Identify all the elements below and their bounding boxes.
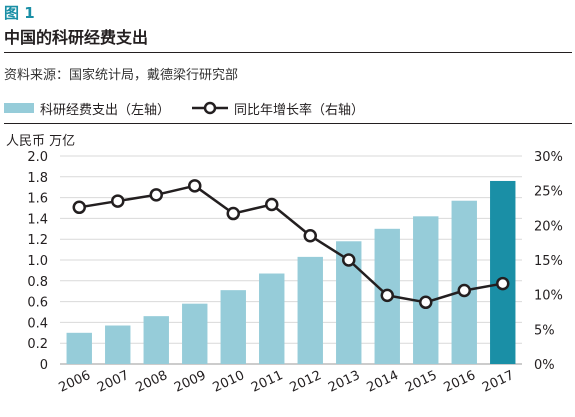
y2-tick-label: 20% — [534, 219, 563, 234]
y2-tick-label: 25% — [534, 185, 563, 200]
x-tick-label: 2006 — [57, 368, 93, 396]
y-tick-label: 1.2 — [27, 233, 48, 248]
y-tick-label: 0.2 — [27, 337, 48, 352]
x-tick-label: 2017 — [480, 368, 516, 396]
bar — [490, 180, 516, 364]
chart-divider — [4, 123, 572, 124]
bar — [66, 332, 92, 364]
legend-line-label: 同比年增长率（右轴） — [234, 102, 365, 118]
y-tick-label: 0.6 — [27, 296, 48, 311]
bar — [451, 200, 477, 364]
y-tick-label: 0 — [40, 358, 48, 373]
source-note: 资料来源：国家统计局，戴德梁行研究部 — [4, 68, 239, 83]
x-tick-label: 2011 — [249, 368, 285, 396]
growth-point — [303, 228, 317, 243]
bar — [182, 303, 208, 364]
legend-bar-label: 科研经费支出（左轴） — [40, 102, 171, 118]
y-tick-label: 1.6 — [27, 192, 48, 207]
x-tick-label: 2012 — [288, 368, 324, 396]
title-divider — [4, 52, 572, 53]
growth-point — [111, 194, 125, 208]
y-tick-label: 0.8 — [27, 275, 48, 290]
bar — [259, 273, 285, 364]
y-tick-label: 2.0 — [27, 150, 48, 165]
x-tick-label: 2007 — [95, 368, 131, 396]
legend-line-swatch — [192, 101, 229, 115]
y-tick-label: 1.8 — [27, 171, 48, 186]
growth-point — [457, 283, 471, 298]
y2-tick-label: 10% — [534, 289, 563, 304]
chart-title: 中国的科研经费支出 — [4, 28, 149, 47]
growth-point — [226, 206, 240, 221]
x-tick-label: 2014 — [365, 368, 401, 396]
legend-bar-swatch — [4, 103, 34, 113]
bar — [220, 290, 246, 364]
y2-tick-label: 0% — [534, 358, 555, 373]
x-tick-label: 2010 — [211, 368, 247, 396]
y-axis-unit-label: 人民币 万亿 — [6, 134, 76, 149]
figure-label: 图 1 — [4, 4, 35, 22]
growth-point — [342, 253, 356, 267]
growth-point — [380, 288, 394, 303]
y-tick-label: 1.4 — [27, 212, 48, 227]
y-tick-label: 1.0 — [27, 254, 48, 269]
bar — [105, 325, 131, 364]
growth-line — [79, 184, 503, 304]
x-tick-label: 2015 — [403, 368, 439, 396]
growth-point — [72, 200, 86, 215]
y2-tick-label: 15% — [534, 254, 563, 269]
y-tick-label: 0.4 — [27, 316, 48, 331]
y2-tick-label: 5% — [534, 323, 555, 338]
legend: 科研经费支出（左轴） 同比年增长率（右轴） — [4, 98, 364, 118]
growth-point — [265, 197, 279, 212]
y2-tick-label: 30% — [534, 150, 563, 165]
bar — [297, 256, 323, 364]
x-tick-label: 2008 — [134, 368, 170, 396]
bar — [413, 216, 439, 364]
x-tick-label: 2013 — [326, 368, 362, 396]
bar — [143, 316, 169, 364]
growth-point — [496, 276, 510, 291]
x-tick-label: 2016 — [442, 368, 478, 396]
x-tick-label: 2009 — [172, 368, 208, 396]
growth-point — [188, 179, 202, 193]
growth-point — [149, 188, 163, 202]
growth-point — [419, 295, 433, 310]
